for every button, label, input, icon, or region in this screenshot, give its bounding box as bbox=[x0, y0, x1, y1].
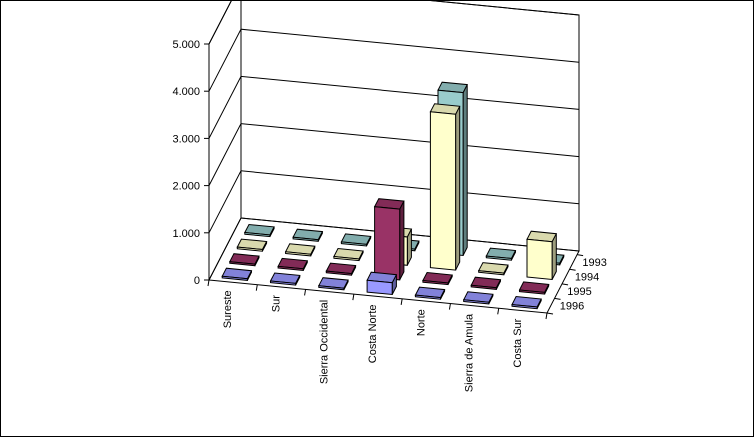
bar-1994-1 bbox=[285, 251, 312, 257]
x-tick-label: Costa Sur bbox=[512, 318, 524, 367]
x-tick-label: Costa Norte bbox=[367, 305, 379, 364]
z-tick bbox=[569, 268, 576, 271]
bar-side-1995-3 bbox=[399, 200, 405, 281]
y-tick-label: 3.000 bbox=[172, 133, 200, 145]
z-tick bbox=[554, 297, 561, 300]
bar-1994-0 bbox=[236, 246, 263, 252]
bar-1993-0 bbox=[244, 231, 271, 238]
x-tick bbox=[304, 289, 307, 296]
gridline bbox=[208, 123, 580, 186]
bar-1994-6 bbox=[526, 238, 553, 281]
x-tick bbox=[448, 303, 451, 310]
z-tick bbox=[546, 312, 554, 315]
z-tick-label: 1996 bbox=[560, 301, 584, 313]
bar-1994-2 bbox=[333, 255, 360, 262]
bar-1995-0 bbox=[229, 261, 256, 267]
x-tick-label: Sierra Occidental bbox=[319, 300, 331, 384]
bar-1996-6 bbox=[511, 304, 538, 310]
y-tick-label: 0 bbox=[194, 275, 200, 287]
bar-1995-2 bbox=[325, 270, 352, 276]
bar-1996-5 bbox=[463, 299, 490, 305]
x-tick-label: Sur bbox=[270, 295, 282, 312]
x-tick-label: Norte bbox=[415, 309, 427, 336]
bar-1993-1 bbox=[292, 236, 319, 242]
bar-1995-3 bbox=[374, 206, 401, 281]
bar-1996-2 bbox=[318, 285, 345, 291]
y-tick-label: 2.000 bbox=[172, 181, 200, 193]
x-tick-label: Sureste bbox=[222, 290, 234, 328]
bar-1996-0 bbox=[221, 275, 248, 281]
x-tick bbox=[400, 298, 403, 305]
gridline bbox=[208, 75, 580, 139]
bar-1995-1 bbox=[277, 265, 304, 272]
z-tick-label: 1993 bbox=[582, 257, 606, 269]
bar-1995-4 bbox=[422, 279, 449, 286]
bar-1996-4 bbox=[414, 294, 441, 300]
gridline bbox=[208, 1, 580, 45]
bar-1995-6 bbox=[519, 289, 546, 295]
z-tick bbox=[577, 254, 584, 257]
bar-1996-3 bbox=[366, 279, 393, 296]
x-tick bbox=[497, 308, 500, 315]
z-tick bbox=[561, 283, 569, 286]
y-tick-label: 5.000 bbox=[172, 39, 200, 51]
bar-side-1994-4 bbox=[455, 106, 461, 271]
x-tick bbox=[545, 312, 548, 320]
z-tick-label: 1995 bbox=[567, 286, 591, 298]
side-wall bbox=[208, 1, 242, 281]
y-tick-label: 1.000 bbox=[172, 228, 200, 240]
bar-1993-5 bbox=[485, 255, 512, 261]
x-tick-label: Sierra de Amula bbox=[464, 313, 476, 392]
floor bbox=[208, 217, 580, 314]
bar-side-1993-4 bbox=[462, 84, 468, 256]
y-tick-label: 4.000 bbox=[172, 86, 200, 98]
back-wall bbox=[240, 1, 580, 252]
bar-1993-2 bbox=[340, 241, 367, 247]
bar-1994-4 bbox=[429, 111, 457, 271]
x-tick bbox=[207, 279, 210, 287]
x-tick bbox=[255, 284, 258, 291]
z-tick-label: 1994 bbox=[575, 272, 599, 284]
gridline bbox=[208, 28, 580, 92]
bar-1996-1 bbox=[270, 280, 297, 286]
bar-1994-5 bbox=[478, 270, 505, 276]
bar-1995-5 bbox=[470, 284, 497, 290]
x-tick bbox=[352, 294, 355, 301]
